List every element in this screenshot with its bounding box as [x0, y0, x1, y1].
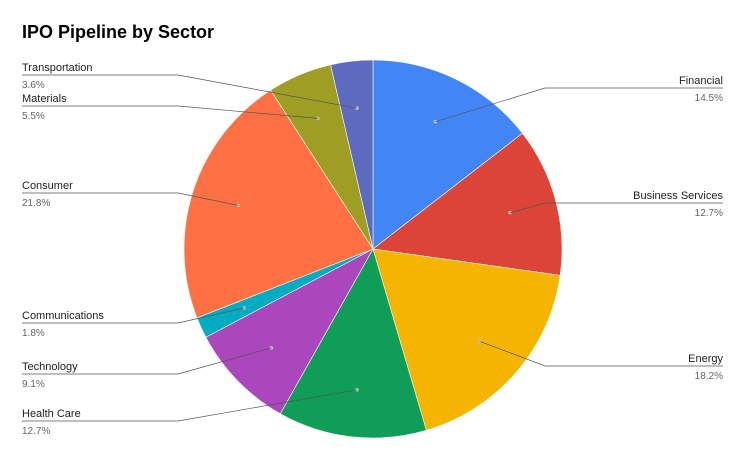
pie-slice-energy[interactable] [372, 248, 561, 431]
slice-value-health-care: 12.7% [22, 426, 50, 437]
slice-label-business-services: Business Services [633, 190, 723, 202]
leader-line-communications [22, 307, 245, 324]
slice-value-financial: 14.5% [695, 93, 723, 104]
slice-label-technology: Technology [22, 361, 78, 373]
slice-label-energy: Energy [688, 353, 723, 365]
slice-label-financial: Financial [679, 75, 723, 87]
leader-line-technology [22, 347, 272, 375]
slice-value-technology: 9.1% [22, 379, 45, 390]
slice-value-communications: 1.8% [22, 328, 45, 339]
slice-label-transportation: Transportation [22, 62, 93, 74]
slice-label-health-care: Health Care [22, 408, 81, 420]
pie-slice-consumer[interactable] [183, 89, 374, 319]
leader-line-consumer [22, 192, 239, 206]
leader-dot-technology [269, 346, 274, 350]
slice-value-transportation: 3.6% [22, 80, 45, 91]
pie-slice-financial[interactable] [372, 59, 523, 250]
pie-slice-health-care[interactable] [279, 248, 427, 439]
leader-line-energy [480, 341, 723, 367]
slice-label-materials: Materials [22, 93, 67, 105]
pie-slices [183, 59, 563, 439]
leader-line-financial [435, 87, 723, 123]
slice-label-consumer: Consumer [22, 180, 73, 192]
slice-value-materials: 5.5% [22, 111, 45, 122]
slice-label-communications: Communications [22, 310, 104, 322]
pie-slice-technology[interactable] [205, 248, 374, 415]
leader-line-transportation [22, 74, 358, 109]
slice-value-business-services: 12.7% [695, 208, 723, 219]
slice-value-consumer: 21.8% [22, 198, 50, 209]
pie-labels: Financial 14.5% Business Services 12.7% Ener… [22, 62, 723, 437]
chart-title: IPO Pipeline by Sector [22, 22, 215, 42]
leader-line-health-care [22, 389, 358, 422]
pie-slice-business-services[interactable] [372, 132, 563, 276]
leader-line-business-services [509, 202, 723, 213]
leader-dot-materials [316, 116, 320, 121]
leader-line-materials [22, 105, 318, 119]
pie-slice-transportation[interactable] [330, 59, 374, 250]
slice-value-energy: 18.2% [695, 371, 723, 382]
